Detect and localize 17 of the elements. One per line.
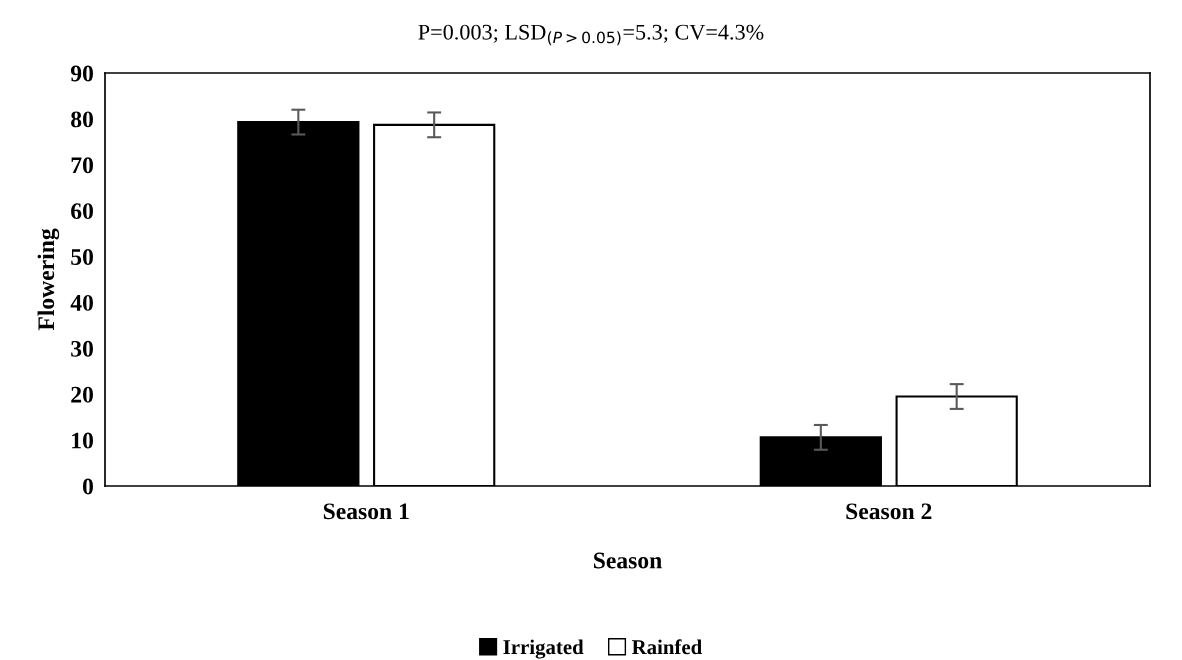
y-tick-label: 20 — [71, 386, 93, 403]
y-tick-label: 80 — [71, 111, 93, 128]
y-axis-title: Flowering — [37, 228, 60, 331]
y-tick-label: 60 — [71, 203, 93, 220]
y-tick-label: 30 — [71, 340, 93, 357]
y-tick-label: 10 — [72, 432, 93, 449]
y-tick-label: 40 — [70, 294, 93, 311]
x-tick-label: Season 1 — [323, 503, 409, 520]
y-tick-label: 70 — [71, 157, 93, 174]
chart-title: P=0.003; LSD$_{(P>0.05)}$=5.3; CV=4.3% — [418, 24, 764, 46]
legend-label: Rainfed — [631, 639, 702, 655]
y-tick-label: 0 — [82, 478, 93, 495]
x-tick-label: Season 2 — [846, 503, 932, 520]
legend-label: Irrigated — [503, 639, 584, 659]
x-axis-title: Season — [593, 552, 662, 569]
y-tick-label: 50 — [71, 249, 93, 265]
y-tick-label: 90 — [70, 65, 93, 82]
